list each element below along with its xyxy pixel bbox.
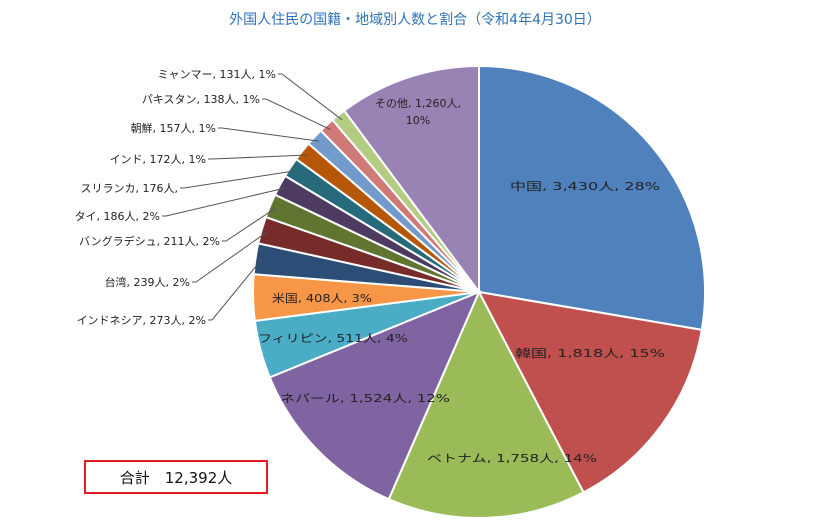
- slice-label-1: 韓国, 1,818人, 15%: [515, 347, 665, 360]
- leader-lines: [162, 73, 343, 321]
- leader-line-11: [208, 154, 307, 160]
- pie-slice-3: [268, 290, 481, 501]
- pie-slice-2: [387, 289, 585, 519]
- slice-label-12: 朝鮮, 157人, 1%: [131, 121, 216, 135]
- leader-line-9: [162, 187, 286, 217]
- leader-line-10: [180, 170, 296, 189]
- slice-label-4: フィリピン, 511人, 4%: [258, 332, 408, 345]
- pie-slice-1: [477, 290, 703, 494]
- leader-line-12: [218, 127, 319, 142]
- slice-label-11: インド, 172人, 1%: [110, 153, 206, 166]
- pie-slices: [252, 64, 707, 519]
- slice-label-14: ミャンマー, 131人, 1%: [158, 68, 276, 81]
- leader-line-14: [278, 73, 343, 121]
- total-box: 合計 12,392人: [84, 460, 268, 494]
- pie-slice-15: [342, 64, 480, 296]
- slice-label-6: インドネシア, 273人, 2%: [77, 314, 206, 327]
- slice-label-8: バングラデシュ, 211人, 2%: [79, 234, 220, 248]
- leader-line-7: [192, 231, 268, 283]
- slice-label-10: スリランカ, 176人,: [81, 182, 179, 195]
- leader-line-8: [222, 207, 276, 242]
- slice-label-7: 台湾, 239人, 2%: [105, 275, 190, 289]
- chart-title: 外国人住民の国籍・地域別人数と割合（令和4年4月30日）: [229, 11, 601, 28]
- slice-label-0: 中国, 3,430人, 28%: [510, 180, 660, 193]
- leader-line-13: [262, 98, 331, 131]
- slice-label-13: パキスタン, 138人, 1%: [142, 93, 260, 106]
- total-label: 合計 12,392人: [119, 468, 233, 487]
- data-labels: 中国, 3,430人, 28% 韓国, 1,818人, 15% ベトナム, 1,75…: [75, 68, 665, 465]
- slice-label-9: タイ, 186人, 2%: [75, 210, 160, 223]
- slice-label-15: その他, 1,260人, 10%: [375, 97, 461, 127]
- slice-label-5: 米国, 408人, 3%: [272, 292, 372, 305]
- slice-label-2: ベトナム, 1,758人, 14%: [427, 452, 597, 465]
- pie-slice-0: [478, 64, 707, 332]
- slice-label-3: ネパール, 1,524人, 12%: [280, 392, 450, 405]
- leader-line-6: [208, 259, 262, 321]
